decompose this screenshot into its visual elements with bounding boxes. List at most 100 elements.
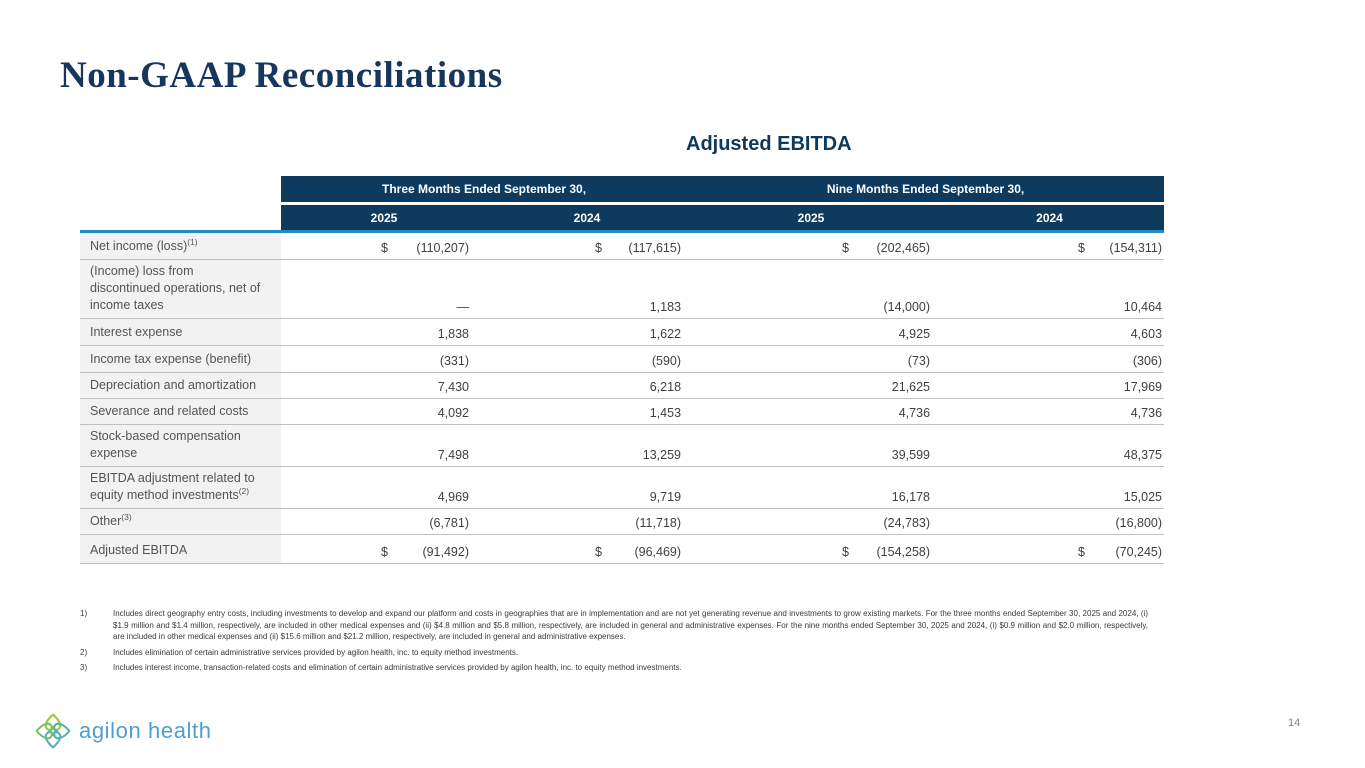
table-row: Severance and related costs 4,092 1,453 …: [80, 399, 1165, 425]
dollar-sign: $: [381, 241, 388, 255]
dollar-sign: $: [1078, 545, 1085, 559]
cell-value: 4,092: [281, 399, 487, 425]
cell-value: 1,183: [487, 260, 688, 319]
table-header: Three Months Ended September 30, Nine Mo…: [80, 176, 1165, 233]
cell-value: (590): [487, 346, 688, 373]
period-group-header-row: Three Months Ended September 30, Nine Mo…: [80, 176, 1165, 205]
page-number: 14: [1288, 717, 1301, 729]
adjusted-ebitda-table: Three Months Ended September 30, Nine Mo…: [80, 176, 1165, 564]
cell-value: 7,430: [281, 373, 487, 399]
table-row: Stock-based compensation expense 7,498 1…: [80, 425, 1165, 467]
footnote-ref: (3): [121, 512, 132, 522]
cell-value: $ (110,207): [281, 233, 487, 260]
cell-value: 4,925: [687, 319, 936, 346]
cell-value: 7,498: [281, 425, 487, 467]
footnote-ref: (1): [187, 237, 198, 247]
table-row-total: Adjusted EBITDA $ (91,492) $ (96,469) $ (15…: [80, 535, 1165, 564]
cell-value: $ (91,492): [281, 535, 487, 564]
logo-wordmark: agilon health: [79, 718, 212, 743]
cell-value: 10,464: [935, 260, 1165, 319]
cell-value: 1,838: [281, 319, 487, 346]
row-label: Adjusted EBITDA: [80, 535, 281, 564]
cell-value: 4,736: [687, 399, 936, 425]
footnote-3: 3) Includes interest income, transaction…: [80, 662, 1148, 674]
header-corner-cell: [80, 176, 281, 205]
footnote-number: 1): [80, 609, 88, 618]
table-row: EBITDA adjustment related to equity meth…: [80, 467, 1165, 509]
cell-value: 4,736: [935, 399, 1165, 425]
cell-value: $ (202,465): [687, 233, 936, 260]
agilon-health-logo: agilon health: [34, 712, 212, 750]
dollar-sign: $: [842, 241, 849, 255]
row-label: Stock-based compensation expense: [80, 425, 281, 467]
year-header-9m-2025: 2025: [687, 205, 936, 233]
footnote-text: Includes interest income, transaction-re…: [113, 663, 682, 672]
row-label: Other(3): [80, 509, 281, 535]
cell-value: 6,218: [487, 373, 688, 399]
cell-value: (11,718): [487, 509, 688, 535]
cell-value: (24,783): [687, 509, 936, 535]
footnote-1: 1) Includes direct geography entry costs…: [80, 608, 1148, 643]
row-label: Interest expense: [80, 319, 281, 346]
cell-value: $ (117,615): [487, 233, 688, 260]
footnotes: 1) Includes direct geography entry costs…: [80, 608, 1148, 678]
cell-value: (14,000): [687, 260, 936, 319]
dollar-sign: $: [595, 545, 602, 559]
cell-value: 39,599: [687, 425, 936, 467]
cell-value: 15,025: [935, 467, 1165, 509]
table-heading: Adjusted EBITDA: [686, 133, 852, 155]
dollar-sign: $: [381, 545, 388, 559]
table-row: Interest expense 1,838 1,622 4,925 4,603: [80, 319, 1165, 346]
row-label: EBITDA adjustment related to equity meth…: [80, 467, 281, 509]
row-label: Income tax expense (benefit): [80, 346, 281, 373]
cell-value: $ (154,258): [687, 535, 936, 564]
cell-value: $ (96,469): [487, 535, 688, 564]
dollar-sign: $: [842, 545, 849, 559]
cell-value: 4,969: [281, 467, 487, 509]
cell-value: (73): [687, 346, 936, 373]
footnote-number: 2): [80, 647, 88, 657]
cell-value: —: [281, 260, 487, 319]
column-group-nine-months: Nine Months Ended September 30,: [687, 176, 1165, 205]
year-header-row: 2025 2024 2025 2024: [80, 205, 1165, 233]
footnote-2: 2) Includes elimination of certain admin…: [80, 647, 1148, 659]
row-label: Depreciation and amortization: [80, 373, 281, 399]
cell-value: 9,719: [487, 467, 688, 509]
page-title: Non-GAAP Reconciliations: [60, 55, 503, 96]
cell-value: 48,375: [935, 425, 1165, 467]
column-group-three-months: Three Months Ended September 30,: [281, 176, 688, 205]
footnote-number: 3): [80, 663, 88, 672]
cell-value: (16,800): [935, 509, 1165, 535]
cell-value: 1,622: [487, 319, 688, 346]
dollar-sign: $: [1078, 241, 1085, 255]
table-row: Depreciation and amortization 7,430 6,21…: [80, 373, 1165, 399]
table-row: Other(3) (6,781) (11,718) (24,783) (16,8…: [80, 509, 1165, 535]
table-row: Income tax expense (benefit) (331) (590)…: [80, 346, 1165, 373]
footnote-ref: (2): [238, 486, 250, 496]
table-row: Net income (loss)(1) $ (110,207) $ (117,61…: [80, 233, 1165, 260]
header-corner-cell: [80, 205, 281, 233]
year-header-9m-2024: 2024: [935, 205, 1165, 233]
cell-value: $ (70,245): [935, 535, 1165, 564]
dollar-sign: $: [595, 241, 602, 255]
cell-value: $ (154,311): [935, 233, 1165, 260]
year-header-3m-2025: 2025: [281, 205, 487, 233]
table-body: Net income (loss)(1) $ (110,207) $ (117,61…: [80, 233, 1165, 564]
cell-value: 21,625: [687, 373, 936, 399]
cell-value: 16,178: [687, 467, 936, 509]
table-row: (Income) loss from discontinued operatio…: [80, 260, 1165, 319]
cell-value: (331): [281, 346, 487, 373]
agilon-hearts-icon: [35, 713, 71, 749]
year-header-3m-2024: 2024: [487, 205, 688, 233]
footnote-text: Includes direct geography entry costs, i…: [113, 609, 1148, 641]
cell-value: (306): [935, 346, 1165, 373]
cell-value: 1,453: [487, 399, 688, 425]
row-label: Severance and related costs: [80, 399, 281, 425]
cell-value: 17,969: [935, 373, 1165, 399]
row-label: Net income (loss)(1): [80, 233, 281, 260]
cell-value: 4,603: [935, 319, 1165, 346]
row-label: (Income) loss from discontinued operatio…: [80, 260, 281, 319]
cell-value: (6,781): [281, 509, 487, 535]
cell-value: 13,259: [487, 425, 688, 467]
footnote-text: Includes elimination of certain administ…: [113, 647, 519, 657]
